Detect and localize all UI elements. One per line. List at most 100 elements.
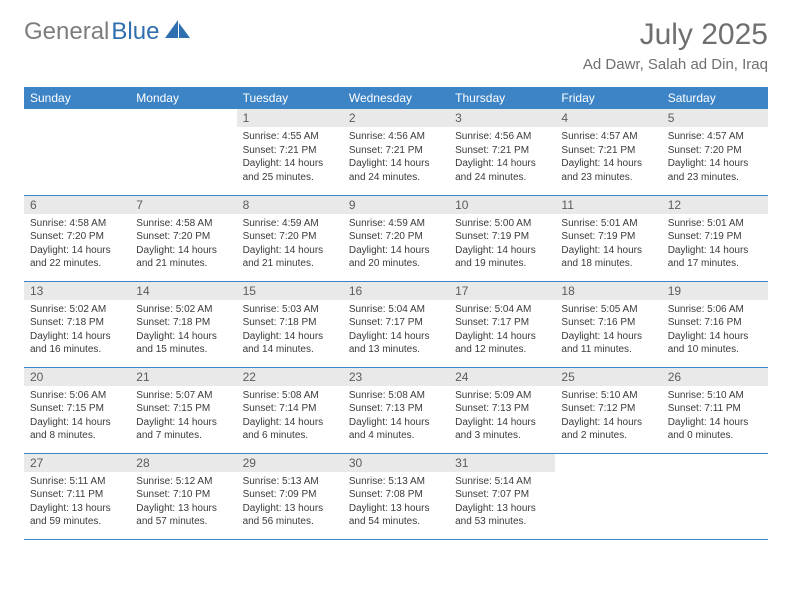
day-number: 31 xyxy=(449,454,555,472)
header: GeneralBlue July 2025 Ad Dawr, Salah ad … xyxy=(24,18,768,73)
calendar-body: 1Sunrise: 4:55 AMSunset: 7:21 PMDaylight… xyxy=(24,109,768,539)
day-details: Sunrise: 4:57 AMSunset: 7:21 PMDaylight:… xyxy=(555,127,661,188)
calendar-cell-empty xyxy=(555,453,661,539)
day-details: Sunrise: 5:01 AMSunset: 7:19 PMDaylight:… xyxy=(662,214,768,275)
calendar-cell: 6Sunrise: 4:58 AMSunset: 7:20 PMDaylight… xyxy=(24,195,130,281)
weekday-header: Thursday xyxy=(449,87,555,109)
calendar-row: 1Sunrise: 4:55 AMSunset: 7:21 PMDaylight… xyxy=(24,109,768,195)
day-number: 18 xyxy=(555,282,661,300)
day-details: Sunrise: 4:55 AMSunset: 7:21 PMDaylight:… xyxy=(237,127,343,188)
day-number: 14 xyxy=(130,282,236,300)
calendar-cell: 7Sunrise: 4:58 AMSunset: 7:20 PMDaylight… xyxy=(130,195,236,281)
calendar-cell: 2Sunrise: 4:56 AMSunset: 7:21 PMDaylight… xyxy=(343,109,449,195)
calendar-cell: 14Sunrise: 5:02 AMSunset: 7:18 PMDayligh… xyxy=(130,281,236,367)
day-details: Sunrise: 5:06 AMSunset: 7:16 PMDaylight:… xyxy=(662,300,768,361)
day-number: 23 xyxy=(343,368,449,386)
weekday-header: Sunday xyxy=(24,87,130,109)
calendar-cell: 9Sunrise: 4:59 AMSunset: 7:20 PMDaylight… xyxy=(343,195,449,281)
day-details: Sunrise: 4:56 AMSunset: 7:21 PMDaylight:… xyxy=(343,127,449,188)
calendar-row: 27Sunrise: 5:11 AMSunset: 7:11 PMDayligh… xyxy=(24,453,768,539)
day-details: Sunrise: 4:58 AMSunset: 7:20 PMDaylight:… xyxy=(130,214,236,275)
calendar-row: 20Sunrise: 5:06 AMSunset: 7:15 PMDayligh… xyxy=(24,367,768,453)
day-number: 20 xyxy=(24,368,130,386)
day-details: Sunrise: 5:13 AMSunset: 7:08 PMDaylight:… xyxy=(343,472,449,533)
day-number: 19 xyxy=(662,282,768,300)
calendar-row: 6Sunrise: 4:58 AMSunset: 7:20 PMDaylight… xyxy=(24,195,768,281)
calendar-cell: 16Sunrise: 5:04 AMSunset: 7:17 PMDayligh… xyxy=(343,281,449,367)
calendar-cell-empty xyxy=(130,109,236,195)
day-details: Sunrise: 5:09 AMSunset: 7:13 PMDaylight:… xyxy=(449,386,555,447)
day-details: Sunrise: 5:14 AMSunset: 7:07 PMDaylight:… xyxy=(449,472,555,533)
weekday-header-row: Sunday Monday Tuesday Wednesday Thursday… xyxy=(24,87,768,109)
day-details: Sunrise: 5:13 AMSunset: 7:09 PMDaylight:… xyxy=(237,472,343,533)
day-details: Sunrise: 5:12 AMSunset: 7:10 PMDaylight:… xyxy=(130,472,236,533)
brand-part1: General xyxy=(24,18,109,46)
weekday-header: Saturday xyxy=(662,87,768,109)
day-details: Sunrise: 5:08 AMSunset: 7:14 PMDaylight:… xyxy=(237,386,343,447)
day-number: 5 xyxy=(662,109,768,127)
calendar-cell: 3Sunrise: 4:56 AMSunset: 7:21 PMDaylight… xyxy=(449,109,555,195)
day-number: 7 xyxy=(130,196,236,214)
calendar-cell: 29Sunrise: 5:13 AMSunset: 7:09 PMDayligh… xyxy=(237,453,343,539)
weekday-header: Tuesday xyxy=(237,87,343,109)
day-details: Sunrise: 5:03 AMSunset: 7:18 PMDaylight:… xyxy=(237,300,343,361)
calendar-cell: 24Sunrise: 5:09 AMSunset: 7:13 PMDayligh… xyxy=(449,367,555,453)
title-block: July 2025 Ad Dawr, Salah ad Din, Iraq xyxy=(583,18,768,73)
calendar-cell-empty xyxy=(24,109,130,195)
day-details: Sunrise: 4:57 AMSunset: 7:20 PMDaylight:… xyxy=(662,127,768,188)
day-number: 21 xyxy=(130,368,236,386)
day-number: 17 xyxy=(449,282,555,300)
calendar-cell: 27Sunrise: 5:11 AMSunset: 7:11 PMDayligh… xyxy=(24,453,130,539)
calendar-table: Sunday Monday Tuesday Wednesday Thursday… xyxy=(24,87,768,540)
day-details: Sunrise: 5:06 AMSunset: 7:15 PMDaylight:… xyxy=(24,386,130,447)
day-details: Sunrise: 5:10 AMSunset: 7:12 PMDaylight:… xyxy=(555,386,661,447)
calendar-cell: 8Sunrise: 4:59 AMSunset: 7:20 PMDaylight… xyxy=(237,195,343,281)
calendar-cell-empty xyxy=(662,453,768,539)
day-number: 27 xyxy=(24,454,130,472)
brand-part2: Blue xyxy=(111,18,159,46)
calendar-cell: 4Sunrise: 4:57 AMSunset: 7:21 PMDaylight… xyxy=(555,109,661,195)
calendar-cell: 25Sunrise: 5:10 AMSunset: 7:12 PMDayligh… xyxy=(555,367,661,453)
calendar-cell: 22Sunrise: 5:08 AMSunset: 7:14 PMDayligh… xyxy=(237,367,343,453)
calendar-cell: 30Sunrise: 5:13 AMSunset: 7:08 PMDayligh… xyxy=(343,453,449,539)
calendar-cell: 5Sunrise: 4:57 AMSunset: 7:20 PMDaylight… xyxy=(662,109,768,195)
brand-logo: GeneralBlue xyxy=(24,18,191,46)
calendar-cell: 15Sunrise: 5:03 AMSunset: 7:18 PMDayligh… xyxy=(237,281,343,367)
day-number: 4 xyxy=(555,109,661,127)
day-details: Sunrise: 4:59 AMSunset: 7:20 PMDaylight:… xyxy=(343,214,449,275)
day-details: Sunrise: 5:05 AMSunset: 7:16 PMDaylight:… xyxy=(555,300,661,361)
calendar-cell: 26Sunrise: 5:10 AMSunset: 7:11 PMDayligh… xyxy=(662,367,768,453)
day-details: Sunrise: 4:56 AMSunset: 7:21 PMDaylight:… xyxy=(449,127,555,188)
calendar-cell: 12Sunrise: 5:01 AMSunset: 7:19 PMDayligh… xyxy=(662,195,768,281)
calendar-cell: 31Sunrise: 5:14 AMSunset: 7:07 PMDayligh… xyxy=(449,453,555,539)
brand-sail-icon xyxy=(165,20,191,45)
day-number: 25 xyxy=(555,368,661,386)
day-number: 22 xyxy=(237,368,343,386)
calendar-cell: 28Sunrise: 5:12 AMSunset: 7:10 PMDayligh… xyxy=(130,453,236,539)
day-details: Sunrise: 5:08 AMSunset: 7:13 PMDaylight:… xyxy=(343,386,449,447)
day-number: 24 xyxy=(449,368,555,386)
weekday-header: Wednesday xyxy=(343,87,449,109)
day-details: Sunrise: 5:00 AMSunset: 7:19 PMDaylight:… xyxy=(449,214,555,275)
day-number: 16 xyxy=(343,282,449,300)
calendar-cell: 20Sunrise: 5:06 AMSunset: 7:15 PMDayligh… xyxy=(24,367,130,453)
day-number: 3 xyxy=(449,109,555,127)
day-details: Sunrise: 5:10 AMSunset: 7:11 PMDaylight:… xyxy=(662,386,768,447)
day-number: 30 xyxy=(343,454,449,472)
calendar-cell: 18Sunrise: 5:05 AMSunset: 7:16 PMDayligh… xyxy=(555,281,661,367)
day-number: 10 xyxy=(449,196,555,214)
day-number: 13 xyxy=(24,282,130,300)
calendar-cell: 1Sunrise: 4:55 AMSunset: 7:21 PMDaylight… xyxy=(237,109,343,195)
day-details: Sunrise: 5:07 AMSunset: 7:15 PMDaylight:… xyxy=(130,386,236,447)
calendar-cell: 10Sunrise: 5:00 AMSunset: 7:19 PMDayligh… xyxy=(449,195,555,281)
day-details: Sunrise: 5:01 AMSunset: 7:19 PMDaylight:… xyxy=(555,214,661,275)
day-number: 9 xyxy=(343,196,449,214)
weekday-header: Monday xyxy=(130,87,236,109)
day-details: Sunrise: 5:04 AMSunset: 7:17 PMDaylight:… xyxy=(343,300,449,361)
day-number: 2 xyxy=(343,109,449,127)
day-number: 15 xyxy=(237,282,343,300)
day-number: 26 xyxy=(662,368,768,386)
day-number: 12 xyxy=(662,196,768,214)
day-details: Sunrise: 4:59 AMSunset: 7:20 PMDaylight:… xyxy=(237,214,343,275)
day-number: 28 xyxy=(130,454,236,472)
